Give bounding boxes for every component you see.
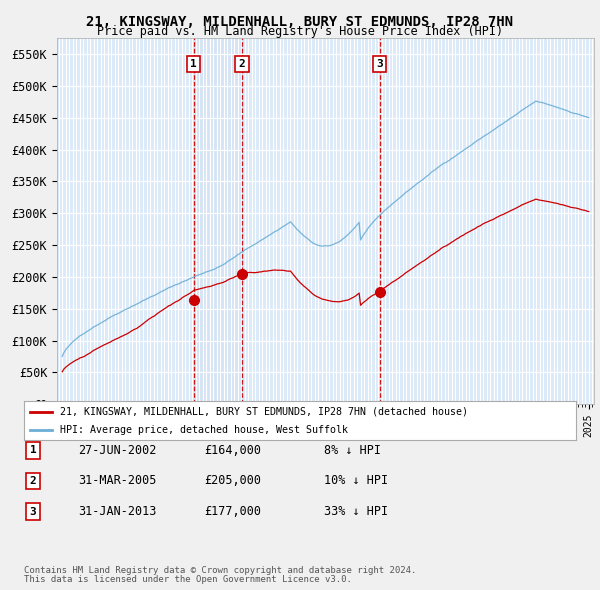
Text: This data is licensed under the Open Government Licence v3.0.: This data is licensed under the Open Gov…: [24, 575, 352, 584]
Text: 27-JUN-2002: 27-JUN-2002: [78, 444, 157, 457]
Text: 31-JAN-2013: 31-JAN-2013: [78, 505, 157, 518]
Text: 21, KINGSWAY, MILDENHALL, BURY ST EDMUNDS, IP28 7HN: 21, KINGSWAY, MILDENHALL, BURY ST EDMUND…: [86, 15, 514, 29]
Bar: [194, 38, 242, 404]
Text: 3: 3: [29, 507, 37, 516]
Text: 10% ↓ HPI: 10% ↓ HPI: [324, 474, 388, 487]
Text: 8% ↓ HPI: 8% ↓ HPI: [324, 444, 381, 457]
Text: £205,000: £205,000: [204, 474, 261, 487]
Text: 33% ↓ HPI: 33% ↓ HPI: [324, 505, 388, 518]
Text: 2: 2: [29, 476, 37, 486]
Text: 1: 1: [29, 445, 37, 455]
Text: 1: 1: [190, 59, 197, 69]
Text: £164,000: £164,000: [204, 444, 261, 457]
Text: £177,000: £177,000: [204, 505, 261, 518]
Text: 2: 2: [239, 59, 245, 69]
Text: 31-MAR-2005: 31-MAR-2005: [78, 474, 157, 487]
Text: HPI: Average price, detached house, West Suffolk: HPI: Average price, detached house, West…: [60, 425, 348, 435]
Text: Contains HM Land Registry data © Crown copyright and database right 2024.: Contains HM Land Registry data © Crown c…: [24, 566, 416, 575]
Text: Price paid vs. HM Land Registry's House Price Index (HPI): Price paid vs. HM Land Registry's House …: [97, 25, 503, 38]
Text: 21, KINGSWAY, MILDENHALL, BURY ST EDMUNDS, IP28 7HN (detached house): 21, KINGSWAY, MILDENHALL, BURY ST EDMUND…: [60, 407, 468, 417]
Text: 3: 3: [376, 59, 383, 69]
